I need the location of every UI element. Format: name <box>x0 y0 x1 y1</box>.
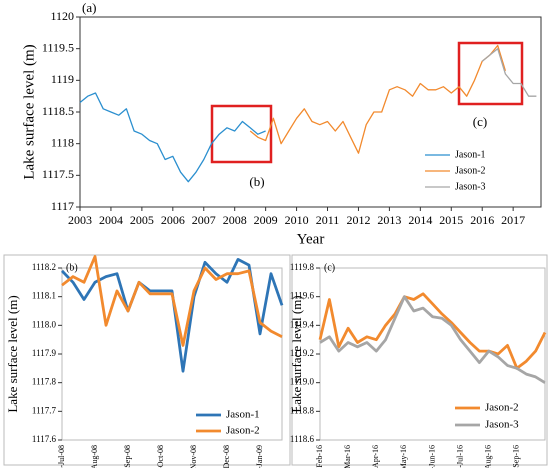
x-tick-label: 12-Apr-16 <box>371 445 380 468</box>
y-tick-label: 1117.6 <box>32 434 57 444</box>
y-tick-label: 1117.8 <box>32 377 57 387</box>
panel-frame <box>291 254 548 466</box>
y-axis-label: Lake surface level (m) <box>21 44 37 179</box>
x-tick-label: 6-Dec-08 <box>222 445 231 468</box>
y-tick-label: 1119.4 <box>290 319 315 329</box>
legend-label: Jason-1 <box>455 149 486 160</box>
x-tick-label: 2012 <box>346 213 370 227</box>
y-tick-label: 1119.5 <box>42 40 74 54</box>
x-tick-label: 6-Nov-08 <box>189 445 198 468</box>
x-tick-label: 2016 <box>470 213 494 227</box>
legend-label: Jason-2 <box>485 402 519 414</box>
legend-label: Jason-3 <box>455 181 486 192</box>
x-tick-label: 2008 <box>223 213 247 227</box>
y-tick-label: 1119.0 <box>290 377 315 387</box>
series-line <box>319 295 546 384</box>
x-tick-label: 2010 <box>285 213 309 227</box>
y-tick-label: 1117.5 <box>42 167 74 181</box>
y-tick-label: 1118.1 <box>32 291 56 301</box>
y-axis-label: Lake surface level (m) <box>5 295 20 412</box>
x-tick-label: 12-Feb-16 <box>315 445 324 468</box>
panel-frame <box>3 254 291 466</box>
x-tick-label: 12-Mar-16 <box>343 445 352 468</box>
x-tick-label: 2003 <box>68 213 92 227</box>
panel-label: (a) <box>82 0 96 15</box>
y-tick-label: 1118.5 <box>42 104 74 118</box>
x-tick-label: 2015 <box>439 213 463 227</box>
y-tick-label: 1118 <box>51 135 74 149</box>
y-tick-label: 1120 <box>50 9 74 23</box>
series-line <box>79 92 266 183</box>
x-tick-label: 2013 <box>377 213 401 227</box>
x-axis-label: Year <box>297 231 325 247</box>
x-tick-label: 12-May-16 <box>399 445 408 468</box>
x-tick-label: 6-Oct-08 <box>156 445 165 468</box>
y-tick-label: 1117.9 <box>32 348 57 358</box>
annotation: (c) <box>473 114 487 129</box>
panel-label: (c) <box>324 262 335 273</box>
x-tick-label: 6-Aug-08 <box>90 445 99 468</box>
x-tick-label: 6-Jan-09 <box>255 445 264 468</box>
highlight-box <box>210 104 273 164</box>
y-axis-label: Lake surface level (m) <box>289 295 304 412</box>
series-line <box>249 44 507 154</box>
y-tick-label: 1118.0 <box>32 319 57 329</box>
legend-label: Jason-3 <box>485 419 519 431</box>
x-tick-label: 2017 <box>501 213 525 227</box>
x-tick-label: 6-Sep-08 <box>123 445 132 468</box>
y-tick-label: 1119 <box>51 72 74 86</box>
x-tick-label: 2004 <box>99 213 123 227</box>
x-tick-label: 12-Aug-16 <box>484 445 493 468</box>
annotation: (b) <box>249 174 264 189</box>
x-tick-label: 2011 <box>316 213 340 227</box>
y-tick-label: 1119.8 <box>290 262 315 272</box>
plot-frame <box>79 16 542 208</box>
legend-label: Jason-2 <box>455 165 486 176</box>
x-tick-label: 6-Jul-08 <box>57 445 66 468</box>
x-tick-label: 2005 <box>130 213 154 227</box>
panel-label: (b) <box>66 262 78 273</box>
legend-label: Jason-2 <box>226 425 260 437</box>
x-tick-label: 2007 <box>192 213 216 227</box>
series-line <box>318 292 547 370</box>
y-tick-label: 1117 <box>51 199 74 213</box>
x-tick-label: 2014 <box>408 213 432 227</box>
highlight-box <box>457 41 524 106</box>
x-tick-label: 12-Jul-16 <box>455 445 464 468</box>
y-tick-label: 1119.6 <box>290 291 315 301</box>
y-tick-label: 1118.2 <box>32 262 56 272</box>
x-tick-label: 12-Sep-16 <box>512 445 521 468</box>
x-tick-label: 2006 <box>161 213 185 227</box>
x-tick-label: 12-Jun-16 <box>427 445 436 468</box>
legend-label: Jason-1 <box>226 409 260 421</box>
y-tick-label: 1117.7 <box>32 405 57 415</box>
series-line <box>481 48 537 97</box>
y-tick-label: 1118.8 <box>290 405 315 415</box>
y-tick-label: 1118.6 <box>290 434 315 444</box>
series-line <box>61 255 283 347</box>
x-tick-label: 2009 <box>254 213 278 227</box>
y-tick-label: 1119.2 <box>290 348 314 358</box>
